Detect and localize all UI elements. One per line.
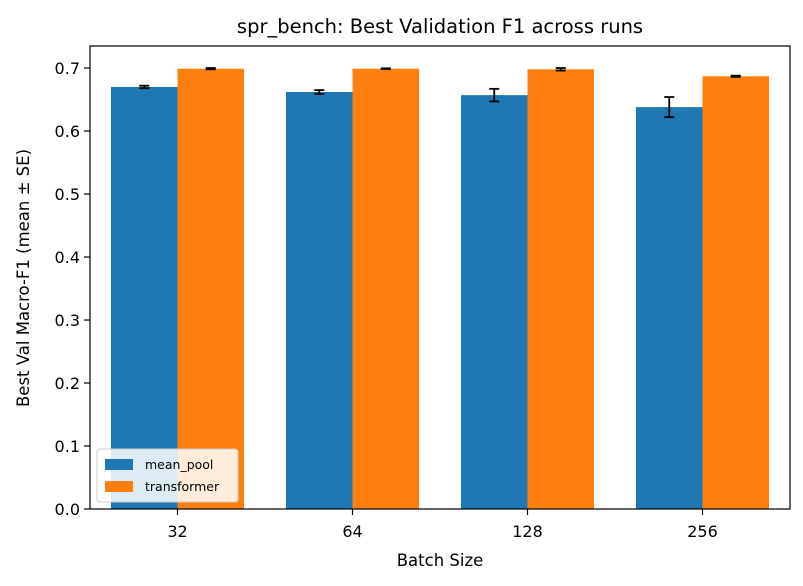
legend-label-mean_pool: mean_pool — [145, 457, 213, 472]
y-tick-label-0.1: 0.1 — [55, 437, 80, 456]
bar-transformer-32 — [177, 68, 244, 509]
bar-mean_pool-128 — [461, 95, 528, 509]
legend-label-transformer: transformer — [145, 479, 220, 494]
bar-mean_pool-64 — [286, 91, 353, 509]
y-tick-label-0.5: 0.5 — [55, 185, 80, 204]
bar-transformer-64 — [352, 68, 419, 509]
plot-frame — [89, 45, 791, 510]
bar-mean_pool-256 — [636, 107, 703, 510]
y-axis-label: Best Val Macro-F1 (mean ± SE) — [14, 149, 33, 407]
legend-swatch-transformer — [105, 481, 133, 492]
x-axis-label: Batch Size — [397, 551, 484, 570]
x-tick-label-128: 128 — [512, 522, 543, 541]
chart-title: spr_bench: Best Validation F1 across run… — [237, 15, 643, 38]
y-tick-label-0.2: 0.2 — [55, 374, 80, 393]
x-tick-label-32: 32 — [167, 522, 187, 541]
bar-transformer-256 — [702, 76, 769, 510]
y-tick-label-0.0: 0.0 — [55, 500, 80, 519]
bar-mean_pool-32 — [111, 86, 178, 509]
y-tick-label-0.4: 0.4 — [55, 248, 80, 267]
x-tick-label-64: 64 — [342, 522, 362, 541]
y-tick-label-0.7: 0.7 — [55, 59, 80, 78]
bar-transformer-128 — [527, 69, 594, 509]
y-tick-label-0.3: 0.3 — [55, 311, 80, 330]
legend-swatch-mean_pool — [105, 459, 133, 470]
y-tick-label-0.6: 0.6 — [55, 122, 80, 141]
x-tick-label-256: 256 — [687, 522, 718, 541]
